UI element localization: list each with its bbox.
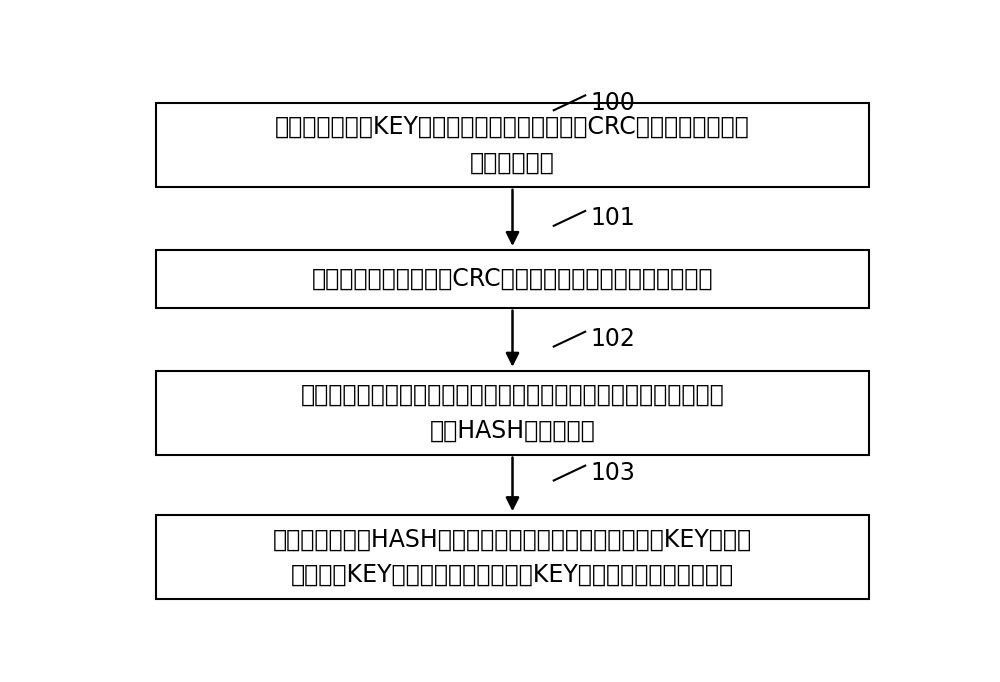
Text: 根据条目的键（KEY）值，通过循环冗余校验（CRC）多项式计算确定
条目是否存在: 根据条目的键（KEY）值，通过循环冗余校验（CRC）多项式计算确定 条目是否存在 bbox=[275, 115, 750, 175]
Text: 确定条目存在时，根据CRC多项式的计算结果确定匹配表地址: 确定条目存在时，根据CRC多项式的计算结果确定匹配表地址 bbox=[312, 267, 713, 291]
Text: 100: 100 bbox=[590, 91, 635, 115]
Text: 根据确定的片外HASH查表地址进行查表获得哈希查表返回KEY值，根
据条目的KEY值和所述哈希查表返回KEY值是否一致进行查表处理: 根据确定的片外HASH查表地址进行查表获得哈希查表返回KEY值，根 据条目的KE… bbox=[273, 527, 752, 587]
FancyBboxPatch shape bbox=[156, 371, 869, 455]
FancyBboxPatch shape bbox=[156, 103, 869, 187]
Text: 根据确定的匹配表地址对匹配表进行查表后返回的结果，确定片外哈
希（HASH）查表地址: 根据确定的匹配表地址对匹配表进行查表后返回的结果，确定片外哈 希（HASH）查表… bbox=[301, 383, 724, 443]
Text: 101: 101 bbox=[590, 207, 635, 231]
FancyBboxPatch shape bbox=[156, 515, 869, 599]
Text: 103: 103 bbox=[590, 461, 635, 485]
Text: 102: 102 bbox=[590, 327, 635, 351]
FancyBboxPatch shape bbox=[156, 250, 869, 308]
